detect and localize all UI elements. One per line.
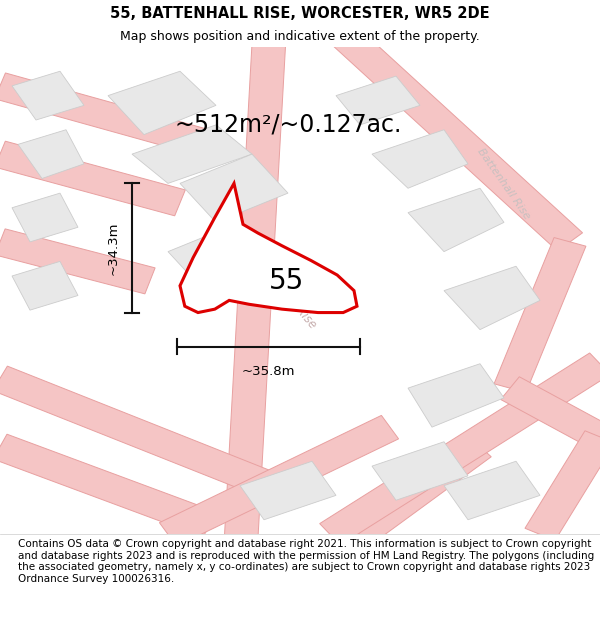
Polygon shape bbox=[18, 130, 84, 179]
Text: Battenhall Rise: Battenhall Rise bbox=[476, 146, 532, 221]
Polygon shape bbox=[336, 76, 420, 125]
Polygon shape bbox=[240, 461, 336, 520]
Polygon shape bbox=[168, 222, 276, 291]
Polygon shape bbox=[160, 416, 398, 546]
Polygon shape bbox=[0, 229, 155, 294]
Text: ~35.8m: ~35.8m bbox=[242, 364, 295, 378]
Polygon shape bbox=[444, 461, 540, 520]
Polygon shape bbox=[12, 71, 84, 120]
Polygon shape bbox=[12, 193, 78, 242]
Polygon shape bbox=[349, 436, 491, 544]
Polygon shape bbox=[0, 73, 215, 158]
Polygon shape bbox=[12, 261, 78, 310]
Polygon shape bbox=[444, 266, 540, 329]
Polygon shape bbox=[320, 353, 600, 545]
Text: 55, BATTENHALL RISE, WORCESTER, WR5 2DE: 55, BATTENHALL RISE, WORCESTER, WR5 2DE bbox=[110, 6, 490, 21]
Polygon shape bbox=[0, 434, 217, 537]
Text: ~512m²/~0.127ac.: ~512m²/~0.127ac. bbox=[175, 113, 401, 137]
Polygon shape bbox=[180, 183, 357, 312]
Polygon shape bbox=[372, 442, 468, 500]
Polygon shape bbox=[372, 130, 468, 188]
Polygon shape bbox=[317, 13, 583, 251]
Polygon shape bbox=[0, 141, 185, 216]
Text: Map shows position and indicative extent of the property.: Map shows position and indicative extent… bbox=[120, 30, 480, 43]
Polygon shape bbox=[223, 22, 287, 559]
Polygon shape bbox=[525, 431, 600, 541]
Polygon shape bbox=[408, 188, 504, 252]
Text: 55: 55 bbox=[269, 267, 304, 295]
Polygon shape bbox=[494, 238, 586, 392]
Polygon shape bbox=[180, 154, 288, 222]
Polygon shape bbox=[132, 125, 252, 183]
Polygon shape bbox=[0, 366, 277, 498]
Polygon shape bbox=[500, 377, 600, 448]
Text: ~34.3m: ~34.3m bbox=[106, 221, 119, 275]
Polygon shape bbox=[108, 71, 216, 134]
Text: Contains OS data © Crown copyright and database right 2021. This information is : Contains OS data © Crown copyright and d… bbox=[18, 539, 594, 584]
Text: Battenhall Rise: Battenhall Rise bbox=[251, 255, 319, 331]
Polygon shape bbox=[408, 364, 504, 427]
